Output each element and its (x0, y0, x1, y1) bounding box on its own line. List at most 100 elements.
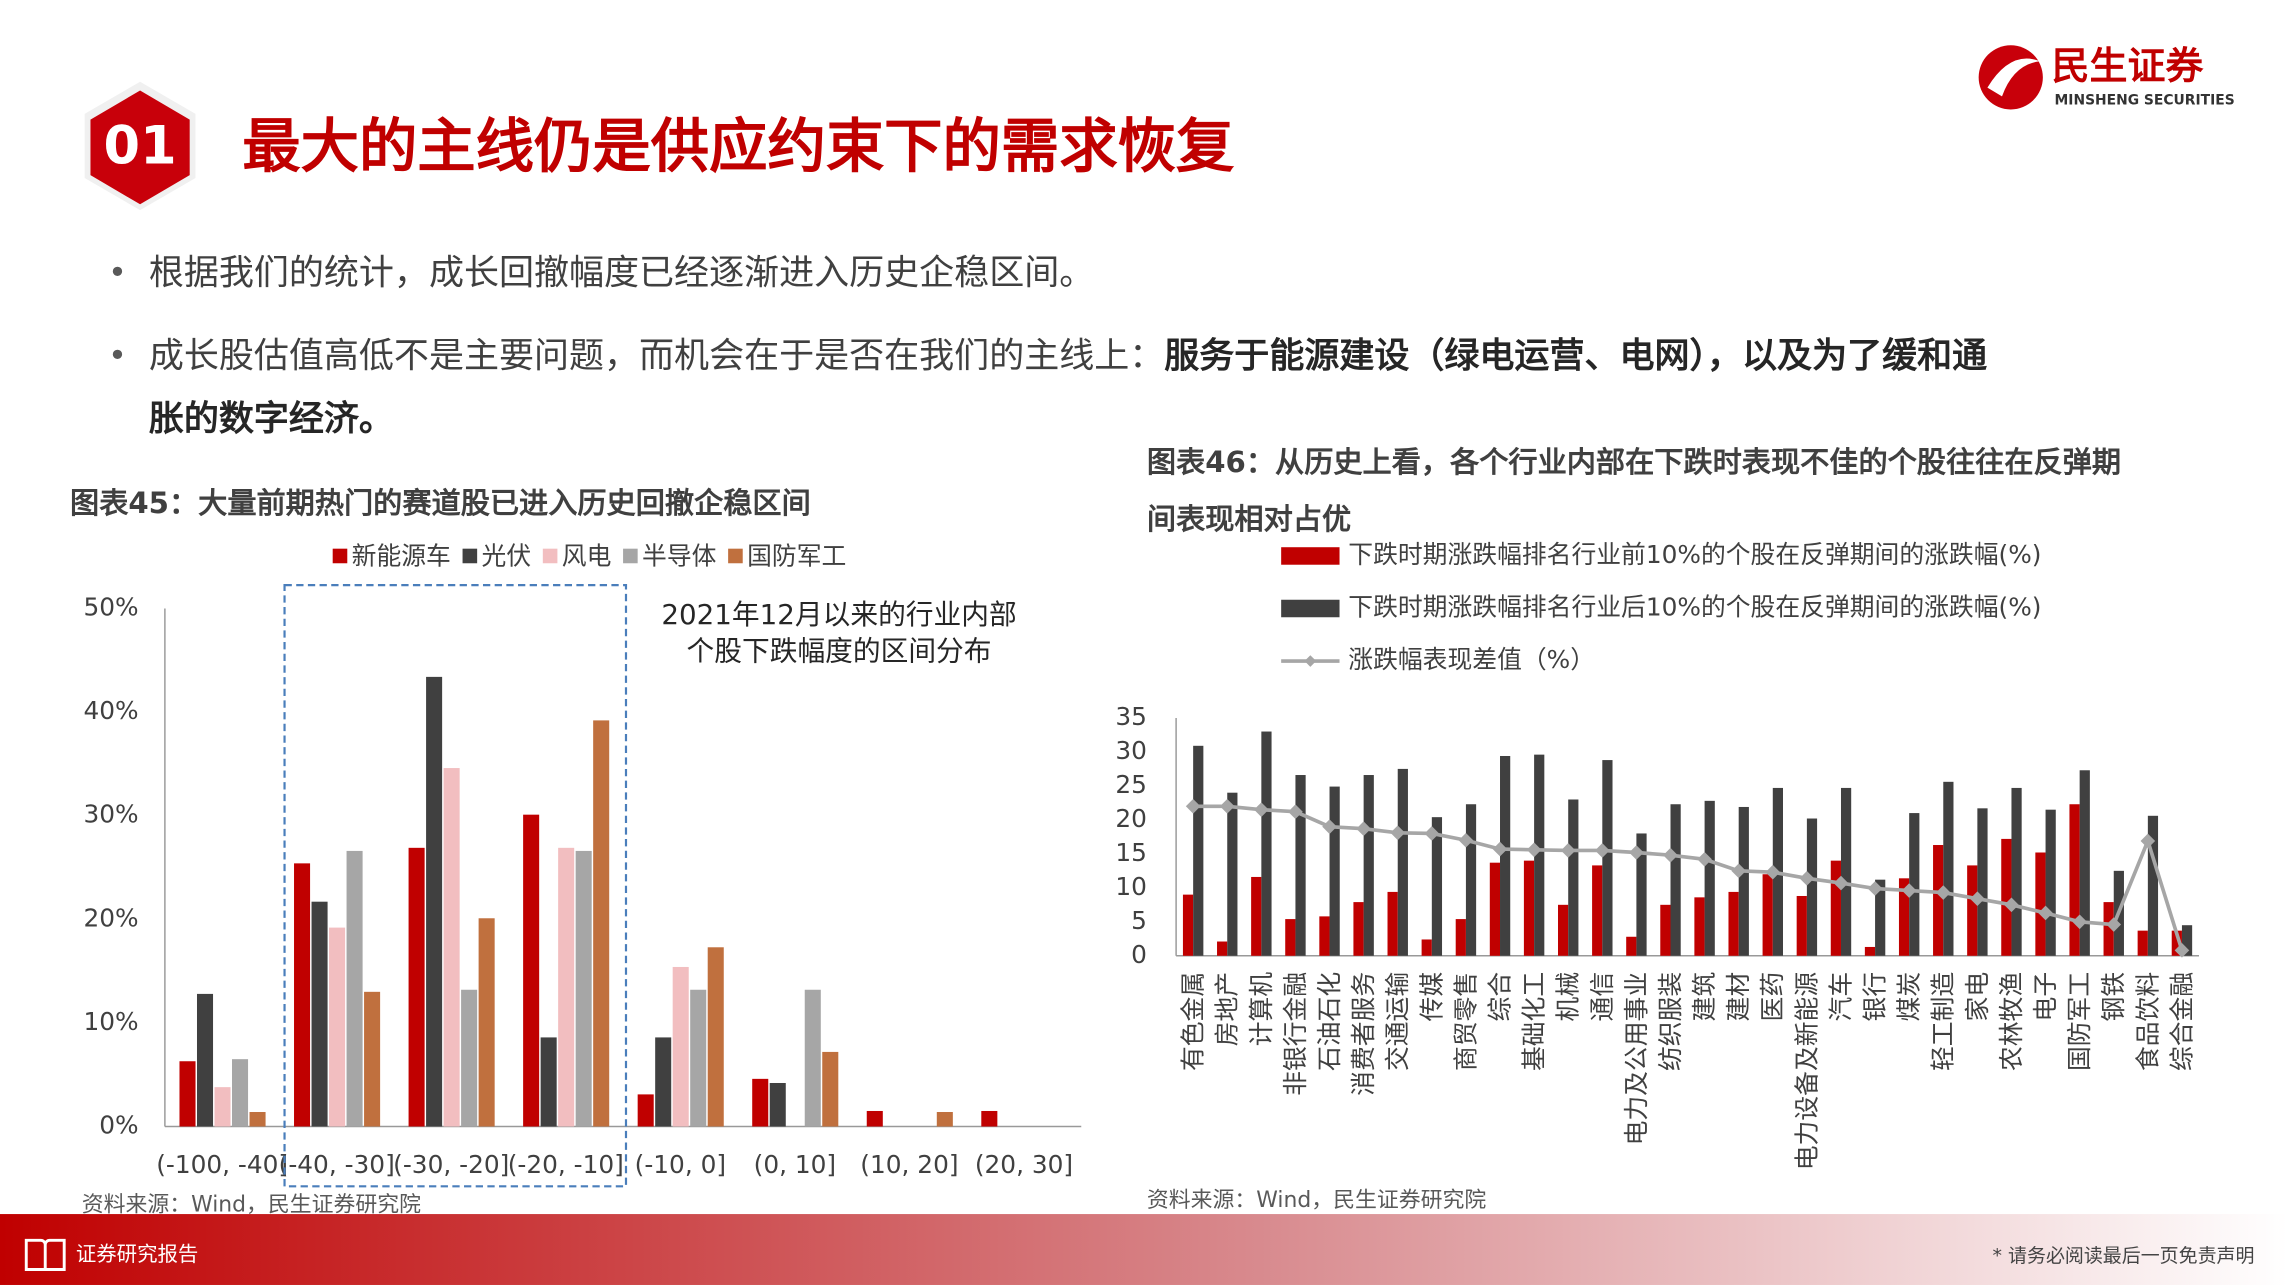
legend-label: 新能源车 (352, 541, 451, 570)
bar (981, 1110, 998, 1127)
bar (1557, 904, 1569, 956)
bar (179, 1061, 196, 1127)
bar (1353, 902, 1364, 956)
line-marker (2072, 914, 2087, 930)
line-marker (1731, 863, 1746, 879)
x-tick-label: 通信 (1588, 972, 1617, 1022)
bar (1295, 775, 1306, 956)
bar (1568, 799, 1579, 956)
bar (1523, 860, 1535, 956)
bar (2181, 925, 2193, 956)
bar (1898, 878, 1910, 956)
legend-label: 下跌时期涨跌幅排名行业前10%的个股在反弹期间的涨跌幅(%) (1348, 540, 2041, 569)
bullet-text: 胀的数字经济。 (149, 398, 394, 439)
bullet-dot: • (108, 253, 127, 291)
legend-label: 半导体 (642, 541, 717, 570)
legend-label: 国防军工 (747, 541, 846, 570)
bar (1670, 804, 1681, 956)
bar (249, 1112, 266, 1127)
x-tick-label: 纺织服装 (1656, 972, 1685, 1071)
x-tick-label: 建筑 (1690, 972, 1719, 1022)
y-tick-label: 30% (83, 800, 138, 829)
y-tick-label: 40% (83, 696, 138, 725)
line-marker (1322, 819, 1337, 834)
bar (196, 993, 214, 1127)
bar (1626, 936, 1637, 956)
x-tick-label: (-40, -30] (279, 1150, 395, 1179)
bar (1397, 768, 1408, 956)
line-marker (1424, 826, 1440, 841)
line-marker (1629, 845, 1644, 860)
bar (1227, 792, 1238, 956)
x-tick-label: (-100, -40] (156, 1150, 288, 1179)
bar (2011, 787, 2022, 956)
bar (232, 1059, 249, 1127)
highlight-box (283, 584, 628, 1188)
y-tick-label: 0 (1131, 940, 1147, 969)
bar (346, 850, 363, 1127)
legend-swatch (1281, 547, 1340, 565)
bar (804, 989, 821, 1127)
bar (214, 1087, 231, 1127)
bar (1465, 804, 1477, 956)
bar (1363, 775, 1374, 956)
bar (1261, 731, 1272, 956)
bullet-dot: • (108, 337, 127, 375)
bar (540, 1037, 557, 1127)
y-tick-label: 25 (1115, 770, 1147, 799)
legend-label: 下跌时期涨跌幅排名行业后10%的个股在反弹期间的涨跌幅(%) (1348, 593, 2041, 622)
bar (707, 947, 724, 1127)
line-marker (2106, 917, 2122, 932)
bar (1806, 818, 1818, 956)
bar (1830, 860, 1841, 956)
y-tick-label: 10% (83, 1007, 138, 1036)
legend-swatch (623, 548, 638, 564)
x-tick-label: 国防军工 (2065, 972, 2094, 1071)
logo-name: 民生证券 (2052, 44, 2205, 88)
bar (294, 863, 311, 1127)
bar (364, 991, 381, 1127)
x-tick-label: 基础化工 (1520, 972, 1549, 1071)
footer-right: * 请务必阅读最后一页免责声明 (1993, 1245, 2255, 1267)
bar (1694, 897, 1705, 956)
bar (1329, 786, 1340, 956)
x-tick-label: 交通运输 (1383, 972, 1412, 1071)
bullets: • 根据我们的统计，成长回撤幅度已经逐渐进入历史企稳区间。 • 成长股估值高低不是主要… (108, 252, 1987, 439)
bar (2001, 838, 2012, 956)
bar (443, 768, 460, 1127)
line-marker (1390, 825, 1406, 841)
bar (1943, 781, 1954, 956)
x-tick-label: 电力及公用事业 (1622, 972, 1651, 1146)
bar (2137, 930, 2148, 956)
x-tick-label: (0, 10] (754, 1150, 836, 1179)
bar (1500, 755, 1511, 956)
x-tick-label: 煤炭 (1895, 972, 1924, 1022)
x-tick-label: (-20, -10] (508, 1150, 624, 1179)
bar (478, 918, 495, 1127)
legend-swatch (462, 548, 478, 564)
x-tick-label: 食品饮料 (2133, 972, 2162, 1071)
bar (752, 1078, 769, 1127)
bar (2045, 809, 2056, 956)
bullet-run: 胀的数字经济。 (149, 398, 394, 439)
x-tick-label: (-30, -20] (393, 1150, 509, 1179)
x-tick-label: 非银行金融 (1281, 972, 1310, 1096)
badge (90, 90, 190, 205)
bar (1967, 865, 1978, 956)
legend-swatch (1281, 599, 1340, 618)
x-tick-label: 机械 (1554, 972, 1583, 1022)
line-marker (2038, 905, 2053, 921)
bar (1489, 862, 1501, 956)
bar (1762, 874, 1773, 956)
slide-title: 最大的主线仍是供应约束下的需求恢复 (242, 112, 1235, 180)
y-tick-label: 0% (99, 1111, 138, 1140)
bar (1387, 891, 1398, 956)
bullet-run: 成长股估值高低不是主要问题，而机会在于是否在我们的主线上： (149, 336, 1164, 377)
bar (523, 814, 540, 1127)
line-marker (1765, 864, 1781, 880)
bullet-text: 成长股估值高低不是主要问题，而机会在于是否在我们的主线上：服务于能源建设（绿电运… (149, 336, 1987, 377)
bar (1455, 919, 1466, 956)
x-tick-label: 银行 (1861, 972, 1890, 1022)
